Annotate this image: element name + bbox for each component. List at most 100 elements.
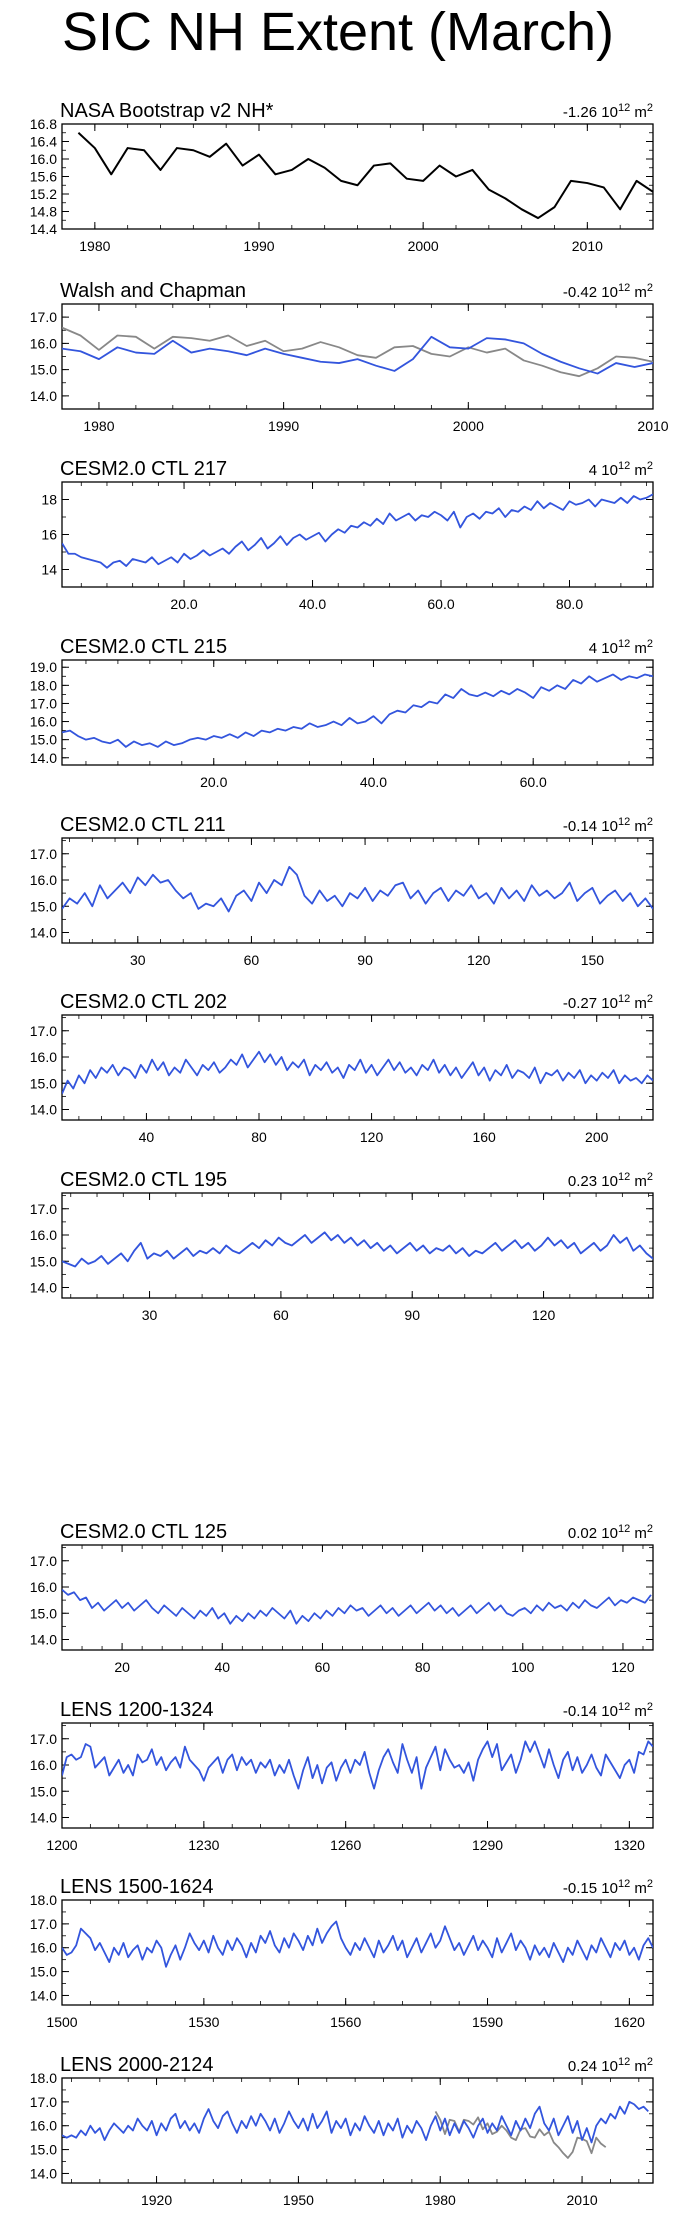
- x-tick-label: 1980: [425, 2192, 456, 2208]
- x-tick-label: 30: [130, 952, 146, 968]
- x-tick-label: 120: [611, 1659, 635, 1675]
- y-tick-label: 14.0: [30, 1987, 57, 2003]
- y-tick-label: 17.0: [30, 846, 57, 862]
- plot-frame: [61, 1192, 654, 1299]
- chart-panel-10: LENS 1500-1624 -0.15 1012 m2 14.0 15.0 16.0 1…: [30, 1876, 654, 2030]
- y-tick-label: 14.0: [30, 1102, 57, 1118]
- y-tick-label: 16.0: [30, 872, 57, 888]
- panel-title: CESM2.0 CTL 217: [60, 458, 227, 480]
- x-tick-label: 2010: [637, 418, 668, 434]
- series-line-1: [62, 1920, 653, 1968]
- series-line-2: [62, 335, 653, 375]
- y-tick-label: 15.0: [30, 1075, 57, 1091]
- panel-title: CESM2.0 CTL 211: [60, 814, 226, 836]
- x-tick-label: 60.0: [520, 774, 547, 790]
- plot-frame: [61, 481, 654, 588]
- x-tick-label: 1320: [614, 1837, 645, 1853]
- chart-panel-4: CESM2.0 CTL 215 4 1012 m2 14.0 15.0 16.0 17.0…: [30, 636, 654, 790]
- panel-title: CESM2.0 CTL 215: [60, 636, 227, 658]
- y-tick-label: 16.0: [30, 1227, 57, 1243]
- y-tick-label: 15.0: [30, 732, 57, 748]
- y-tick-label: 14: [41, 562, 57, 578]
- x-tick-label: 2010: [572, 238, 603, 254]
- series-line-1: [62, 865, 653, 913]
- x-tick-label: 1950: [283, 2192, 314, 2208]
- x-tick-label: 1980: [79, 238, 110, 254]
- x-tick-label: 40: [214, 1659, 230, 1675]
- chart-panel-6: CESM2.0 CTL 202 -0.27 1012 m2 14.0 15.0 16.0…: [30, 991, 654, 1145]
- y-tick-label: 18.0: [30, 677, 57, 693]
- y-tick-label: 15.0: [30, 362, 57, 378]
- x-tick-label: 1560: [330, 2014, 361, 2030]
- plot-frame: [61, 1014, 654, 1121]
- y-tick-label: 16: [41, 527, 57, 543]
- x-tick-label: 30: [142, 1307, 158, 1323]
- y-tick-label: 14.0: [30, 925, 57, 941]
- panel-title: Walsh and Chapman: [60, 280, 246, 302]
- x-tick-label: 90: [357, 952, 373, 968]
- x-tick-label: 2000: [408, 238, 439, 254]
- y-tick-label: 16.0: [30, 1049, 57, 1065]
- trend-label: 0.02 1012 m2: [568, 1523, 653, 1542]
- panel-title: LENS 2000-2124: [60, 2054, 213, 2076]
- y-tick-label: 14.0: [30, 388, 57, 404]
- x-tick-label: 1530: [188, 2014, 219, 2030]
- y-tick-label: 15.0: [30, 898, 57, 914]
- trend-label: -1.26 1012 m2: [563, 102, 653, 121]
- y-tick-label: 15.0: [30, 1605, 57, 1621]
- y-tick-label: 18.0: [30, 2070, 57, 2086]
- series-line-1: [62, 673, 653, 748]
- x-tick-label: 100: [511, 1659, 535, 1675]
- x-tick-label: 1260: [330, 1837, 361, 1853]
- y-tick-label: 14.0: [30, 1632, 57, 1648]
- x-tick-label: 1980: [83, 418, 114, 434]
- chart-panel-11: LENS 2000-2124 0.24 1012 m2 14.0 15.0 16.0 17…: [30, 2054, 654, 2208]
- trend-label: -0.15 1012 m2: [563, 1878, 653, 1897]
- x-tick-label: 1500: [46, 2014, 77, 2030]
- x-tick-label: 60: [244, 952, 260, 968]
- x-tick-label: 80: [415, 1659, 431, 1675]
- x-tick-label: 80.0: [556, 596, 583, 612]
- y-tick-label: 16.0: [30, 714, 57, 730]
- y-tick-label: 17.0: [30, 1201, 57, 1217]
- y-tick-label: 17.0: [30, 1553, 57, 1569]
- y-tick-label: 14.4: [30, 221, 57, 237]
- x-tick-label: 40: [139, 1129, 155, 1145]
- y-tick-label: 17.0: [30, 2094, 57, 2110]
- chart-panel-2: Walsh and Chapman -0.42 1012 m2 14.0 15.0 16…: [30, 280, 669, 434]
- y-tick-label: 15.0: [30, 1964, 57, 1980]
- y-tick-label: 18: [41, 492, 57, 508]
- chart-panel-3: CESM2.0 CTL 217 4 1012 m2 14 16 18 20.0 40.0 60…: [41, 458, 654, 612]
- y-tick-label: 16.8: [30, 116, 57, 132]
- series-line-1: [62, 1231, 653, 1268]
- x-tick-label: 60.0: [427, 596, 454, 612]
- y-tick-label: 15.6: [30, 169, 57, 185]
- y-tick-label: 16.0: [30, 1579, 57, 1595]
- y-tick-label: 17.0: [30, 695, 57, 711]
- trend-label: 4 1012 m2: [589, 638, 653, 657]
- trend-label: 0.24 1012 m2: [568, 2056, 653, 2075]
- series-line-1: [62, 1588, 652, 1625]
- y-tick-label: 14.0: [30, 2165, 57, 2181]
- series-line-2: [62, 2100, 649, 2144]
- x-tick-label: 1620: [614, 2014, 645, 2030]
- series-line-1: [62, 1740, 653, 1790]
- panel-title: CESM2.0 CTL 195: [60, 1169, 227, 1191]
- y-tick-label: 19.0: [30, 659, 57, 675]
- panel-title: NASA Bootstrap v2 NH*: [60, 100, 274, 122]
- y-tick-label: 14.8: [30, 204, 57, 220]
- x-tick-label: 120: [467, 952, 491, 968]
- y-tick-label: 15.0: [30, 1783, 57, 1799]
- x-tick-label: 60: [273, 1307, 289, 1323]
- trend-label: -0.14 1012 m2: [563, 1701, 653, 1720]
- plot-frame: [61, 1899, 654, 2006]
- x-tick-label: 1290: [472, 1837, 503, 1853]
- y-tick-label: 17.0: [30, 1023, 57, 1039]
- x-tick-label: 200: [585, 1129, 609, 1145]
- y-tick-label: 17.0: [30, 1916, 57, 1932]
- x-tick-label: 160: [472, 1129, 496, 1145]
- x-tick-label: 120: [532, 1307, 556, 1323]
- x-tick-label: 40.0: [360, 774, 387, 790]
- x-tick-label: 60: [315, 1659, 331, 1675]
- x-tick-label: 40.0: [299, 596, 326, 612]
